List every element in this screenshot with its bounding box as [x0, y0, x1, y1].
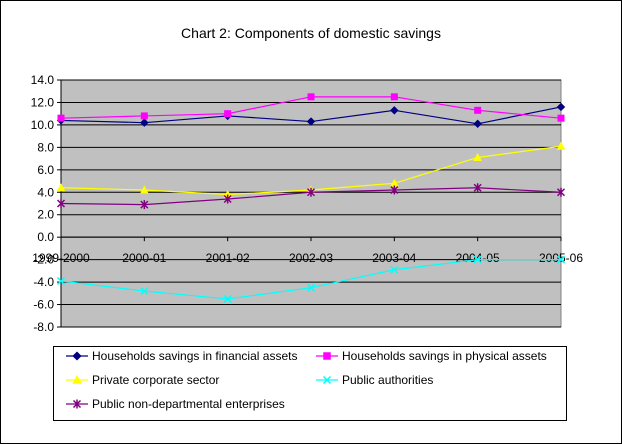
data-point — [557, 114, 565, 122]
legend-item: Private corporate sector — [66, 373, 219, 387]
y-tick-label: -2.0 — [33, 253, 54, 267]
data-point — [140, 287, 149, 296]
y-tick-label: -4.0 — [33, 275, 54, 289]
data-point — [56, 199, 66, 208]
data-point — [223, 294, 232, 303]
x-tick-label: 2000-01 — [122, 251, 166, 265]
data-point — [390, 185, 399, 195]
data-point — [474, 106, 482, 114]
data-point — [57, 114, 65, 122]
x-tick-label: 1999-2000 — [32, 251, 90, 265]
y-tick-label: 0.0 — [37, 230, 54, 244]
data-point — [306, 283, 316, 292]
data-point — [140, 112, 148, 120]
y-tick-label: 8.0 — [37, 140, 54, 154]
data-point — [556, 102, 566, 112]
legend-label: Public authorities — [342, 373, 434, 387]
data-point — [556, 141, 566, 150]
legend-label: Households savings in financial assets — [92, 349, 298, 363]
x-tick-label: 2005-06 — [539, 251, 583, 265]
y-tick-label: 12.0 — [31, 95, 55, 109]
y-tick-label: 14.0 — [31, 73, 55, 87]
legend-swatch — [66, 351, 88, 361]
data-point — [56, 276, 66, 285]
data-point — [224, 110, 232, 118]
data-point — [139, 185, 149, 194]
legend-label: Private corporate sector — [92, 373, 220, 387]
data-point — [140, 118, 149, 127]
data-point — [140, 200, 149, 210]
data-point — [390, 93, 398, 101]
legend-swatch — [66, 374, 88, 384]
legend: Households savings in financial assets Ho… — [53, 346, 567, 421]
y-tick-label: 2.0 — [37, 208, 54, 222]
data-point — [306, 187, 316, 197]
legend-swatch — [316, 375, 338, 385]
legend-item: Households savings in physical assets — [316, 349, 547, 363]
y-tick-label: -8.0 — [33, 320, 54, 334]
x-tick-label: 2001-02 — [206, 251, 250, 265]
data-point — [223, 194, 232, 204]
data-point — [473, 119, 482, 128]
legend-label: Households savings in physical assets — [342, 349, 547, 363]
data-point — [390, 106, 399, 115]
x-tick-label: 2002-03 — [289, 251, 333, 265]
y-tick-label: 6.0 — [37, 163, 54, 177]
y-tick-label: -6.0 — [33, 298, 54, 312]
x-tick-label: 2004-05 — [456, 251, 500, 265]
y-tick-label: 4.0 — [37, 185, 54, 199]
data-point — [56, 183, 66, 192]
data-point — [473, 255, 482, 264]
data-point — [556, 255, 566, 264]
legend-swatch — [316, 352, 338, 360]
data-point — [556, 187, 566, 197]
legend-label: Public non-departmental enterprises — [92, 397, 285, 411]
data-point — [306, 117, 316, 126]
legend-item: Public non-departmental enterprises — [66, 397, 285, 411]
x-tick-label: 2003-04 — [372, 251, 416, 265]
chart-title: Chart 2: Components of domestic savings — [181, 25, 441, 41]
data-point — [473, 183, 482, 193]
y-tick-label: 10.0 — [31, 118, 55, 132]
data-point — [307, 93, 315, 101]
data-point — [390, 265, 399, 274]
data-point — [473, 152, 483, 161]
legend-item: Public authorities — [316, 373, 433, 387]
legend-item: Households savings in financial assets — [66, 349, 297, 363]
legend-swatch — [66, 399, 88, 409]
